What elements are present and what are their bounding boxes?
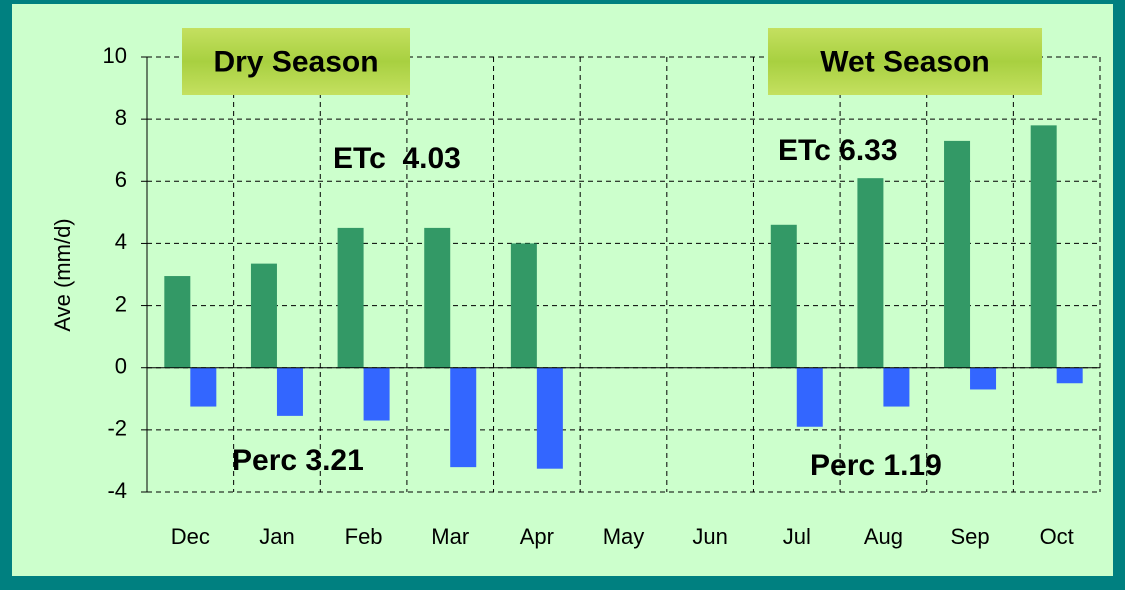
x-tick-label: Mar <box>431 524 469 549</box>
y-tick-label: 10 <box>103 43 127 68</box>
x-tick-label: Sep <box>950 524 989 549</box>
bar <box>164 276 191 368</box>
bar <box>770 224 797 368</box>
y-tick-label: 6 <box>115 167 127 192</box>
bar <box>883 367 910 407</box>
x-tick-label: Aug <box>864 524 903 549</box>
x-tick-label: May <box>603 524 645 549</box>
x-tick-label: Jul <box>783 524 811 549</box>
annotation-box <box>768 28 1042 95</box>
y-tick-label: 8 <box>115 105 127 130</box>
x-tick-label: Feb <box>345 524 383 549</box>
bar <box>796 367 823 427</box>
bar <box>337 227 364 368</box>
y-axis-label: Ave (mm/d) <box>50 218 75 331</box>
bar <box>450 367 477 468</box>
annotation: ETc 6.33 <box>778 134 898 167</box>
y-tick-label: 4 <box>115 229 127 254</box>
y-tick-label: 0 <box>115 354 127 379</box>
bar <box>944 140 971 368</box>
y-tick-label: 2 <box>115 291 127 316</box>
y-tick-label: -2 <box>107 416 127 441</box>
bar <box>857 178 884 368</box>
x-tick-label: Oct <box>1040 524 1074 549</box>
annotation: ETc 4.03 <box>333 142 461 175</box>
bar <box>424 227 451 368</box>
annotation: Dry Season <box>213 45 378 78</box>
bar <box>276 367 303 416</box>
annotation: Perc 1.19 <box>810 449 942 482</box>
bar <box>970 367 997 390</box>
x-tick-label: Apr <box>520 524 554 549</box>
bar <box>510 243 537 368</box>
x-tick-label: Jan <box>259 524 294 549</box>
bar <box>536 367 563 469</box>
x-tick-label: Dec <box>171 524 210 549</box>
bar <box>250 263 277 368</box>
bar <box>190 367 217 407</box>
annotation: Wet Season <box>820 45 990 78</box>
y-tick-label: -4 <box>107 478 127 503</box>
bar <box>1030 125 1057 368</box>
annotation: Perc 3.21 <box>232 444 364 477</box>
background <box>12 4 1113 576</box>
annotation-box <box>182 28 410 95</box>
bar <box>1056 367 1083 384</box>
x-tick-label: Jun <box>692 524 727 549</box>
bar <box>363 367 390 421</box>
